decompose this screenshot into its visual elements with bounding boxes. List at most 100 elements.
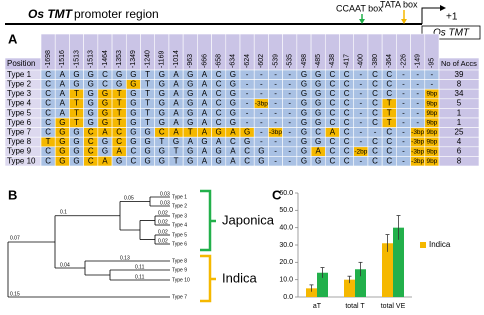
nucleotide: - [274, 108, 277, 117]
nucleotide: G [102, 137, 108, 146]
nucleotide: C [344, 118, 350, 127]
nucleotide: A [202, 108, 208, 117]
nucleotide: C [216, 70, 222, 79]
branch-length: 0.13 [120, 255, 130, 261]
nucleotide: G [159, 118, 165, 127]
nucleotide: T [145, 70, 150, 79]
y-tick-label: 50.0 [279, 207, 293, 214]
nucleotide: A [173, 108, 179, 117]
nucleotide: G [187, 99, 193, 108]
nucleotide: T [145, 118, 150, 127]
tss-label: +1 [446, 12, 458, 23]
nucleotide: - [359, 128, 362, 137]
nucleotide: G [187, 147, 193, 156]
nucleotide: - [246, 99, 249, 108]
position-label: -1513 [88, 50, 95, 68]
nucleotide: C [116, 137, 122, 146]
nucleotide: G [130, 89, 136, 98]
nucleotide: G [301, 89, 307, 98]
nucleotide: G [88, 80, 94, 89]
nucleotide: C [216, 80, 222, 89]
nucleotide: A [202, 80, 208, 89]
nucleotide: G [301, 128, 307, 137]
nucleotide: - [246, 80, 249, 89]
nucleotide: C [344, 147, 350, 156]
nucleotide: C [386, 89, 392, 98]
nucleotide: -3bp [411, 148, 424, 155]
nucleotide: G [315, 118, 321, 127]
nucleotide: T [74, 118, 79, 127]
nucleotide: C [244, 156, 250, 165]
nucleotide: -3bp [411, 139, 424, 146]
nucleotide: T [174, 147, 179, 156]
nucleotide: G [230, 80, 236, 89]
nucleotide: C [45, 108, 51, 117]
nucleotide: - [288, 99, 291, 108]
group-label: Indica [222, 270, 257, 285]
nucleotide: - [288, 108, 291, 117]
tree: 0.03 0.03 0.05 0.02 0.02 0.02 0.02 0.1 0… [7, 191, 190, 300]
branch-length: 0.07 [10, 235, 20, 241]
nucleotide: C [88, 156, 94, 165]
nucleotide: - [288, 70, 291, 79]
nucleotide: C [372, 99, 378, 108]
nucleotide: A [216, 137, 222, 146]
leaf-label: Type 3 [172, 213, 187, 219]
nucleotide: A [202, 147, 208, 156]
nucleotide: G [102, 118, 108, 127]
nucleotide: C [330, 108, 336, 117]
accs-value: 34 [455, 89, 464, 98]
nucleotide: - [359, 118, 362, 127]
nucleotide: A [202, 128, 208, 137]
position-label: -498 [301, 54, 308, 68]
nucleotide: C [88, 147, 94, 156]
nucleotide: G [102, 147, 108, 156]
position-label: -364 [386, 54, 393, 68]
nucleotide: -3bp [411, 158, 424, 165]
nucleotide: T [145, 99, 150, 108]
nucleotide: G [315, 70, 321, 79]
nucleotide: T [117, 118, 122, 127]
nucleotide: G [230, 118, 236, 127]
nucleotide: G [73, 128, 79, 137]
nucleotide: G [88, 89, 94, 98]
nucleotide: - [402, 128, 405, 137]
position-label: -1698 [45, 50, 52, 68]
nucleotide: G [230, 70, 236, 79]
nucleotide: G [315, 156, 321, 165]
nucleotide: G [301, 156, 307, 165]
polymorphism-table: Position -1698 -1516 -1513 -1513 -1464 -1353 -1… [4, 33, 480, 167]
nucleotide: - [288, 80, 291, 89]
type-label: Type 4 [7, 99, 32, 108]
nucleotide: - [274, 89, 277, 98]
nucleotide: C [330, 147, 336, 156]
type-label: Type 6 [7, 118, 32, 127]
nucleotide: - [274, 137, 277, 146]
nucleotide: G [130, 108, 136, 117]
leaf-label: Type 9 [172, 267, 187, 273]
nucleotide: G [88, 70, 94, 79]
position-label: -1240 [144, 50, 151, 68]
nucleotide: -3bp [255, 100, 268, 107]
nucleotide: - [416, 80, 419, 89]
nucleotide: - [402, 147, 405, 156]
y-tick-label: 0.0 [283, 294, 293, 301]
nucleotide: G [315, 80, 321, 89]
nucleotide: G [315, 108, 321, 117]
nucleotide: C [216, 99, 222, 108]
nucleotide: - [431, 80, 434, 89]
type-label: Type 2 [7, 80, 32, 89]
gene-name: Os TMT [28, 7, 74, 21]
nucleotide: G [130, 137, 136, 146]
nucleotide: C [386, 137, 392, 146]
nucleotide: T [159, 137, 164, 146]
nucleotide: C [45, 128, 51, 137]
nucleotide: G [59, 128, 65, 137]
nucleotide: G [59, 118, 65, 127]
position-label: -1169 [159, 51, 166, 68]
nucleotide: - [288, 89, 291, 98]
nucleotide: C [45, 156, 51, 165]
type-label: Type 7 [7, 128, 32, 137]
position-label: -485 [315, 54, 322, 68]
nucleotide: G [187, 156, 193, 165]
